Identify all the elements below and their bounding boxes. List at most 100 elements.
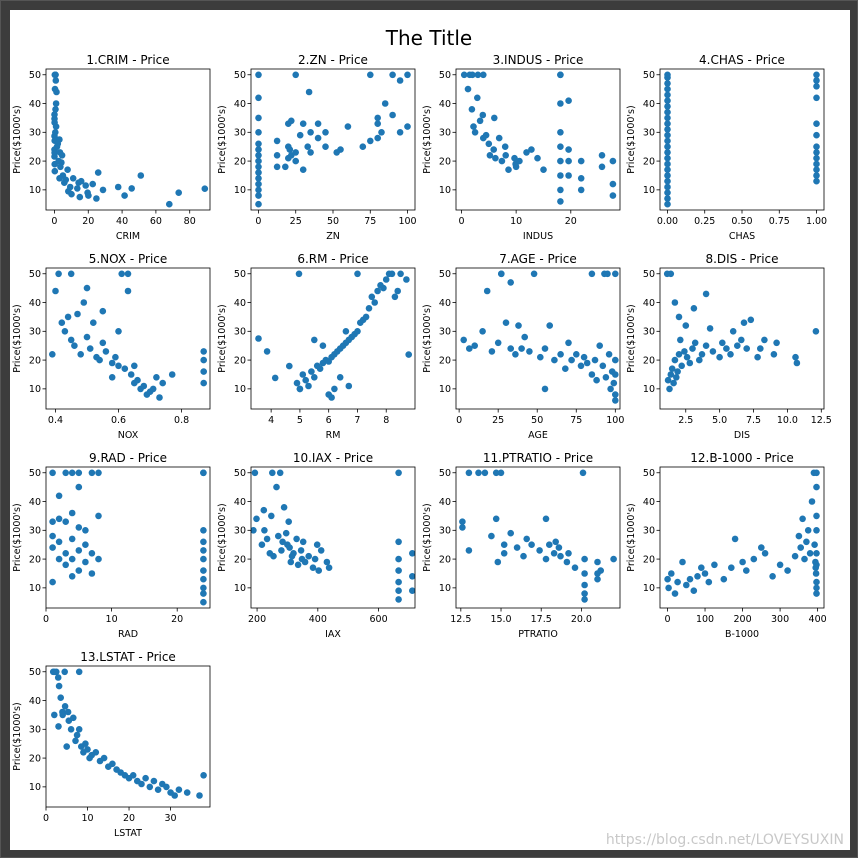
- scatter-point: [761, 550, 769, 557]
- scatter-point: [302, 376, 310, 384]
- scatter-point: [396, 77, 404, 84]
- scatter-point: [61, 703, 69, 710]
- scatter-point: [62, 561, 69, 569]
- scatter-point: [51, 111, 58, 118]
- x-tick-label: 400: [809, 614, 827, 625]
- scatter-point: [273, 163, 281, 171]
- scatter-point: [690, 305, 698, 312]
- scatter-point: [673, 374, 680, 381]
- x-tick-label: 0: [664, 614, 670, 625]
- scatter-point: [596, 342, 603, 350]
- scatter-point: [391, 293, 399, 301]
- scatter-point: [255, 192, 262, 199]
- scatter-point: [95, 469, 102, 477]
- scatter-point: [602, 374, 610, 381]
- scatter-point: [200, 567, 207, 574]
- subplot-10: 10.IAX - Price 10 20 30 40 50 200 400 600 IAX Pric…: [217, 451, 416, 640]
- scatter-point: [395, 578, 402, 586]
- scatter-point: [251, 469, 259, 477]
- scatter-point: [501, 143, 509, 150]
- scatter-point: [251, 527, 257, 534]
- y-tick-label: 20: [29, 554, 41, 565]
- scatter-point: [577, 175, 585, 182]
- y-axis-label: Price($1000's): [626, 105, 637, 173]
- scatter-point: [719, 339, 726, 347]
- scatter-point: [282, 529, 290, 537]
- scatter-point: [498, 157, 506, 165]
- axes-frame: [250, 466, 416, 609]
- scatter-point: [476, 117, 484, 125]
- y-tick-label: 10: [29, 384, 41, 395]
- scatter-point: [811, 541, 818, 548]
- y-tick-label: 30: [439, 526, 451, 537]
- scatter-point: [609, 192, 617, 199]
- y-tick-label: 50: [29, 468, 41, 479]
- scatter-point: [51, 149, 58, 156]
- scatter-point: [664, 575, 671, 583]
- watermark-text: https://blog.csdn.net/LOVEYSUXIN: [606, 832, 844, 848]
- x-tick-label: 17.5: [531, 614, 552, 625]
- scatter-point: [599, 362, 607, 370]
- scatter-point: [682, 322, 690, 329]
- scatter-point: [54, 674, 62, 681]
- scatter-point: [62, 176, 70, 184]
- y-tick-label: 20: [29, 355, 41, 366]
- scatter-point: [612, 371, 619, 378]
- scatter-point: [679, 558, 686, 566]
- scatter-point: [313, 541, 321, 548]
- scatter-point: [664, 160, 671, 168]
- scatter-point: [200, 379, 207, 387]
- scatter-point: [597, 567, 604, 574]
- x-axis-label: RM: [326, 430, 341, 441]
- scatter-point: [305, 88, 313, 96]
- scatter-point: [610, 555, 617, 563]
- scatter-point: [475, 469, 482, 477]
- scatter-point: [163, 783, 170, 791]
- y-tick-label: 20: [29, 753, 41, 764]
- axes-frame: [659, 466, 825, 609]
- x-tick-label: 300: [771, 614, 789, 625]
- scatter-point: [258, 541, 266, 548]
- scatter-point: [795, 532, 803, 540]
- scatter-point: [62, 550, 69, 557]
- y-tick-label: 10: [234, 384, 246, 395]
- scatter-point: [70, 714, 77, 722]
- scatter-point: [565, 157, 572, 165]
- scatter-point: [526, 348, 533, 355]
- scatter-point: [701, 570, 709, 577]
- scatter-point: [813, 512, 820, 520]
- scatter-point: [62, 518, 69, 525]
- scatter-point: [750, 555, 758, 563]
- scatter-point: [664, 177, 671, 185]
- subplot-12: 12.B-1000 - Price 10 20 30 40 50 0 100 200 300 400…: [626, 451, 827, 640]
- scatter-point: [268, 512, 275, 520]
- scatter-point: [55, 538, 63, 546]
- scatter-point: [365, 305, 373, 312]
- x-tick-label: 0: [51, 216, 57, 227]
- scatter-point: [75, 547, 83, 554]
- scatter-point: [474, 71, 482, 79]
- scatter-point: [668, 570, 675, 577]
- scatter-point: [77, 351, 84, 358]
- scatter-point: [581, 570, 588, 577]
- scatter-point: [296, 385, 304, 393]
- scatter-point: [121, 365, 129, 373]
- scatter-point: [670, 379, 677, 387]
- scatter-point: [706, 325, 714, 332]
- x-tick-label: 0.25: [694, 216, 715, 227]
- scatter-point: [200, 527, 207, 534]
- scatter-series: [51, 71, 209, 208]
- y-tick-label: 50: [643, 468, 655, 479]
- y-tick-label: 40: [29, 99, 41, 110]
- scatter-point: [278, 547, 285, 554]
- scatter-point: [459, 524, 466, 531]
- scatter-point: [813, 483, 820, 491]
- scatter-point: [200, 772, 207, 779]
- scatter-point: [557, 351, 564, 358]
- y-tick-label: 30: [643, 526, 655, 537]
- subplot-title: 13.LSTAT - Price: [80, 650, 176, 664]
- scatter-point: [671, 590, 679, 597]
- scatter-point: [799, 515, 806, 523]
- scatter-point: [664, 137, 671, 145]
